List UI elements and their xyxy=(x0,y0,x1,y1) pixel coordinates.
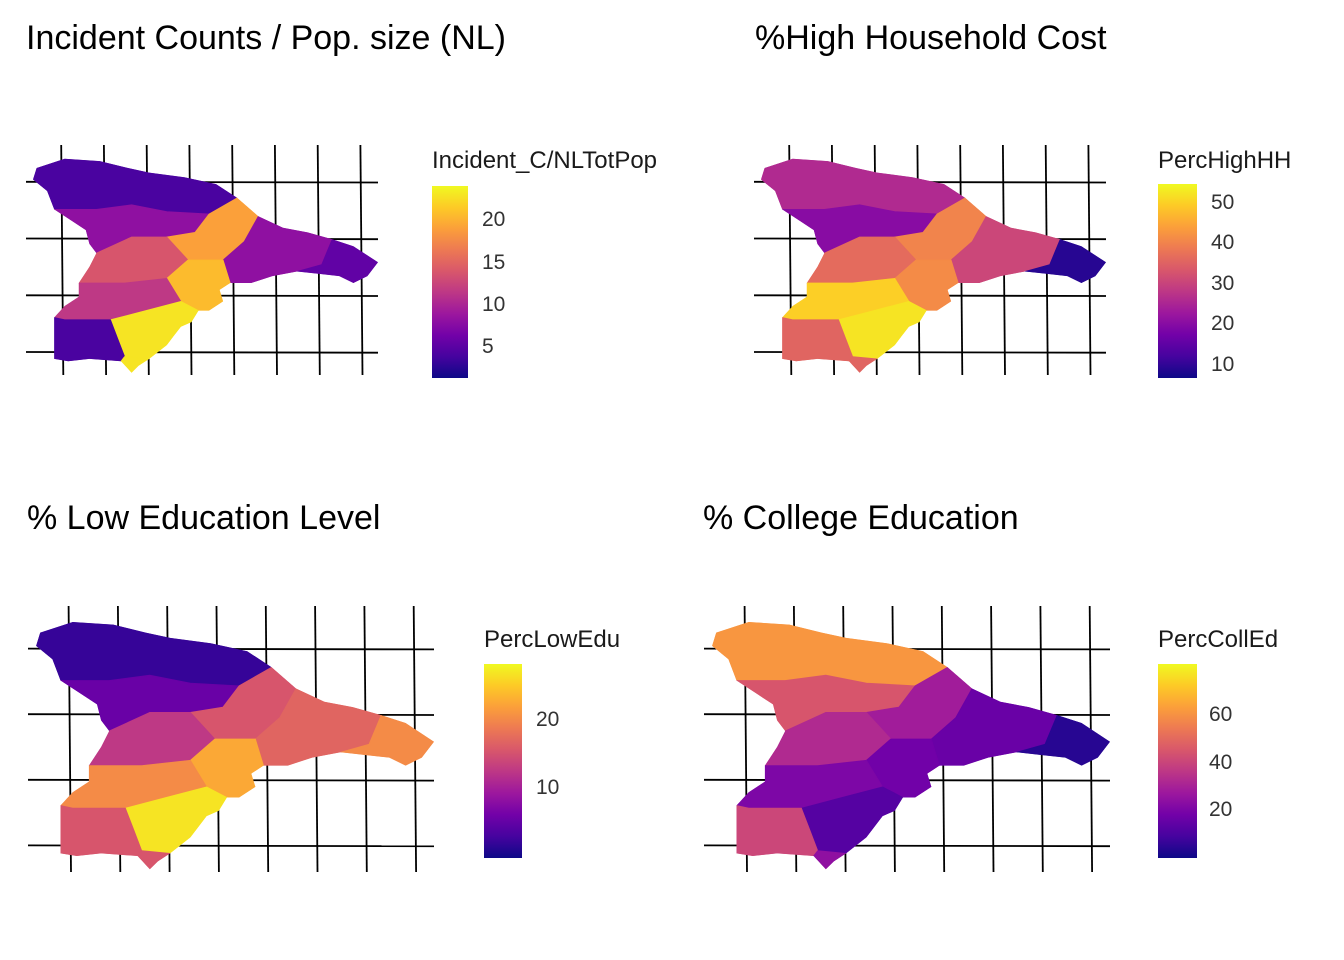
colorbar xyxy=(432,186,468,378)
legend-tick-label: 20 xyxy=(1211,312,1235,335)
panel-title: Incident Counts / Pop. size (NL) xyxy=(26,19,507,57)
map-region xyxy=(781,317,854,362)
panel-title: % College Education xyxy=(703,499,1019,537)
choropleth-map xyxy=(703,605,1111,873)
map-region xyxy=(813,850,848,870)
choropleth-map xyxy=(27,605,435,873)
map-regions xyxy=(36,622,434,870)
map-region xyxy=(137,850,172,870)
legend-tick-label: 50 xyxy=(1211,191,1235,214)
legend-tick-label: 20 xyxy=(482,208,506,231)
map-region xyxy=(120,356,151,373)
legend-title: Incident_C/NLTotPop xyxy=(432,147,658,174)
choropleth-map xyxy=(753,144,1107,376)
legend-tick-label: 10 xyxy=(536,776,560,799)
map-regions xyxy=(712,622,1110,870)
legend-title: PercCollEd xyxy=(1158,626,1279,653)
panel-title: %High Household Cost xyxy=(755,19,1107,57)
legend-title: PercLowEdu xyxy=(484,626,621,653)
legend-tick-label: 5 xyxy=(482,335,494,358)
legend-tick-label: 30 xyxy=(1211,272,1235,295)
legend-tick-label: 10 xyxy=(1211,353,1235,376)
legend-tick-label: 20 xyxy=(536,708,560,731)
colorbar xyxy=(1158,184,1197,378)
legend-tick-label: 40 xyxy=(1211,231,1235,254)
panel-title: % Low Education Level xyxy=(27,499,381,537)
legend-tick-label: 10 xyxy=(482,293,506,316)
colorbar xyxy=(484,664,522,858)
legend-tick-label: 15 xyxy=(482,251,506,274)
legend-title: PercHighHH xyxy=(1158,147,1292,174)
map-regions xyxy=(761,158,1106,373)
map-regions xyxy=(33,158,378,373)
legend-tick-label: 60 xyxy=(1209,703,1233,726)
map-region xyxy=(848,356,879,373)
legend-tick-label: 40 xyxy=(1209,751,1233,774)
map-region xyxy=(1024,238,1106,284)
colorbar xyxy=(1158,664,1197,858)
legend-tick-label: 20 xyxy=(1209,798,1233,821)
map-region xyxy=(53,317,126,362)
choropleth-map xyxy=(25,144,379,376)
